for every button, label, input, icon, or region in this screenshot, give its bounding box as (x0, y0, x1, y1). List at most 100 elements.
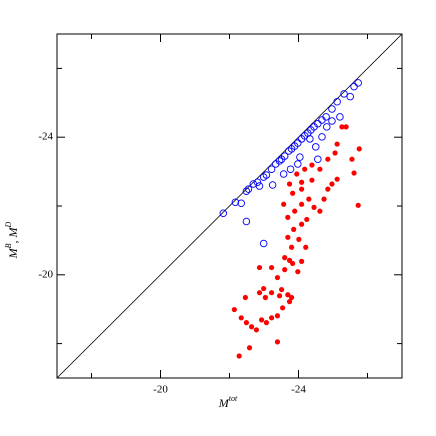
data-point (237, 199, 245, 207)
data-point (268, 315, 275, 321)
data-point (294, 171, 300, 177)
data-point (242, 217, 251, 226)
data-point (280, 305, 286, 311)
data-point (328, 105, 336, 113)
data-point (306, 196, 312, 202)
data-point (306, 135, 314, 143)
data-point (255, 182, 264, 190)
data-point (340, 90, 348, 98)
data-point (259, 239, 268, 248)
x-tick-label: -24 (291, 384, 306, 396)
data-point (332, 150, 338, 156)
data-point (302, 166, 308, 172)
data-point (312, 143, 320, 151)
data-point (219, 209, 228, 217)
data-point (282, 255, 288, 261)
data-point (296, 236, 302, 242)
y-label-sup: B (4, 243, 13, 248)
data-point (318, 133, 326, 141)
data-point (231, 198, 240, 206)
data-point (274, 313, 281, 319)
data-point (262, 294, 268, 301)
data-point (267, 165, 276, 173)
data-point (295, 269, 301, 275)
data-point (350, 82, 358, 91)
data-point (292, 208, 298, 214)
data-point (290, 190, 296, 196)
data-point (299, 221, 305, 227)
data-point (328, 117, 336, 125)
data-point (343, 124, 349, 130)
data-point (322, 113, 330, 121)
data-point (275, 157, 284, 165)
data-point (325, 186, 331, 192)
data-point (317, 166, 323, 172)
data-point (243, 320, 250, 326)
data-point (334, 176, 340, 182)
data-point (282, 267, 288, 273)
data-point (258, 317, 265, 323)
data-point (285, 214, 291, 220)
data-point (334, 141, 340, 147)
x-label-sup: tot (229, 394, 238, 403)
data-point (296, 153, 304, 161)
data-point (286, 257, 293, 263)
data-point (323, 123, 331, 131)
data-point (291, 226, 297, 232)
data-point (274, 274, 281, 281)
data-point (279, 170, 288, 178)
data-point (286, 299, 293, 305)
data-point (321, 196, 327, 202)
data-point (356, 146, 362, 152)
x-label-base: M (218, 396, 230, 410)
y-tick-label: -20 (38, 268, 53, 280)
data-point (286, 165, 295, 173)
data-point (268, 181, 277, 189)
data-point (289, 244, 295, 250)
data-point (351, 170, 357, 176)
data-point (236, 353, 242, 359)
data-point (299, 258, 305, 264)
y-label-base: M (6, 247, 20, 259)
data-point (294, 139, 302, 147)
data-point (304, 216, 310, 223)
data-point (299, 201, 305, 207)
x-tick-label: -20 (153, 384, 168, 396)
y-label-sup: D (4, 221, 13, 228)
data-point (289, 294, 295, 301)
data-point (354, 79, 362, 87)
y-label-base: , M (6, 226, 20, 243)
data-point (248, 324, 255, 330)
data-point (339, 124, 345, 130)
y-tick-label: -24 (38, 131, 53, 143)
data-point (242, 294, 248, 301)
data-point (249, 180, 258, 188)
data-point (263, 320, 270, 326)
data-point (294, 160, 302, 168)
data-point (309, 162, 315, 168)
data-point (311, 204, 317, 210)
data-point (349, 156, 355, 162)
data-point (333, 98, 341, 106)
data-point (276, 293, 283, 299)
data-point (336, 113, 344, 121)
data-point (286, 181, 293, 187)
data-point (285, 292, 291, 298)
data-point (253, 327, 260, 333)
data-point (309, 177, 315, 183)
diagonal-line (56, 33, 403, 379)
data-point (280, 152, 289, 160)
data-point (278, 286, 285, 293)
data-point (314, 155, 322, 163)
data-point (244, 185, 253, 193)
data-point (303, 244, 309, 250)
data-point (231, 306, 237, 313)
data-point (238, 315, 244, 321)
data-point (281, 201, 287, 207)
data-point (246, 345, 253, 351)
data-point (299, 186, 305, 192)
data-point (299, 179, 305, 185)
data-point (329, 181, 335, 187)
data-point (314, 120, 322, 128)
